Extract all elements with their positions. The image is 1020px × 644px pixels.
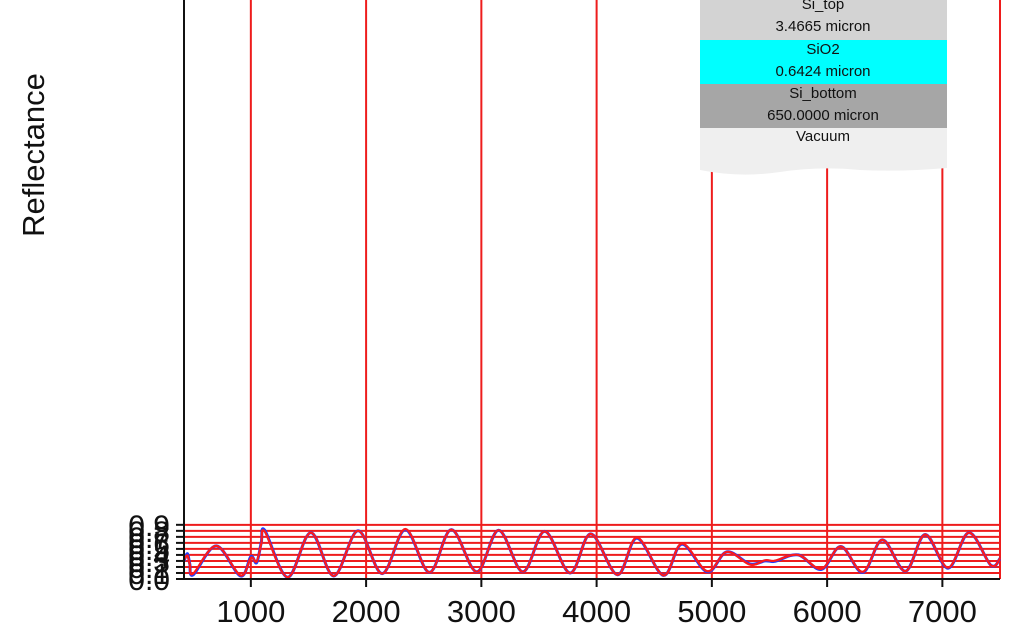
- data-point: [840, 545, 842, 548]
- y-tick-label: 0.3: [128, 546, 170, 579]
- data-point: [543, 530, 546, 533]
- y-tick-labels: 0.00.10.20.30.40.50.60.70.80.9: [128, 510, 184, 597]
- data-point: [263, 530, 266, 533]
- x-tick-label: 4000: [562, 594, 631, 629]
- data-series: [182, 527, 1002, 579]
- x-tick-label: 2000: [332, 594, 401, 629]
- y-tick-label: 0.6: [128, 528, 170, 561]
- data-point: [357, 530, 359, 532]
- layer-sio2-thickness: 0.6424 micron: [775, 63, 870, 80]
- layer-si-top-thickness: 3.4665 micron: [775, 18, 870, 35]
- data-point: [820, 567, 823, 570]
- layer-sio2: [700, 40, 947, 84]
- data-point: [475, 570, 478, 573]
- data-point: [862, 570, 864, 573]
- data-point: [192, 572, 195, 575]
- data-point: [186, 554, 189, 557]
- layer-si-bottom-name: Si_bottom: [789, 85, 857, 102]
- data-point: [286, 576, 289, 578]
- y-tick-label: 0.0: [128, 564, 170, 597]
- data-point: [250, 557, 252, 559]
- data-point: [881, 539, 884, 541]
- y-tick-label: 0.4: [128, 540, 170, 573]
- x-tick-label: 1000: [216, 594, 285, 629]
- data-point: [333, 575, 335, 577]
- y-tick-label: 0.7: [128, 522, 170, 555]
- layer-si-bottom-thickness: 650.0000 micron: [767, 107, 879, 124]
- y-axis-label: Reflectance: [16, 73, 51, 237]
- data-point: [186, 552, 189, 555]
- data-point: [215, 545, 218, 547]
- data-point: [450, 528, 453, 531]
- x-tick-labels: 1000 2000 3000 4000 5000 6000 7000: [216, 579, 977, 629]
- layer-si-top: [700, 0, 947, 40]
- data-point: [989, 564, 992, 566]
- data-point: [497, 529, 500, 532]
- layer-si-bottom: [700, 84, 947, 128]
- data-point: [569, 572, 571, 574]
- y-tick-label: 0.9: [128, 510, 170, 543]
- data-point: [590, 533, 592, 535]
- data-point: [797, 554, 800, 556]
- data-point: [239, 574, 242, 577]
- axes: [183, 0, 1000, 580]
- data-point: [749, 563, 751, 566]
- layer-vacuum: [700, 128, 947, 175]
- data-point: [309, 531, 312, 534]
- data-point: [968, 531, 970, 534]
- layer-si-top-name: Si_top: [802, 0, 845, 13]
- data-point: [904, 570, 907, 572]
- data-point: [404, 528, 407, 530]
- data-point: [616, 573, 619, 576]
- data-point: [706, 570, 709, 572]
- data-point: [662, 574, 665, 577]
- data-point: [775, 559, 778, 562]
- y-tick-label: 0.8: [128, 516, 170, 549]
- grid-lines: [184, 0, 1001, 579]
- x-tick-label: 3000: [447, 594, 516, 629]
- x-tick-label: 5000: [677, 594, 746, 629]
- data-point: [636, 536, 638, 539]
- y-tick-label: 0.1: [128, 558, 170, 591]
- layer-vacuum-name: Vacuum: [796, 128, 850, 145]
- layer-sio2-name: SiO2: [806, 41, 839, 58]
- x-tick-label: 7000: [908, 594, 977, 629]
- data-point: [924, 533, 926, 536]
- data-point: [260, 543, 263, 545]
- y-tick-label: 0.2: [128, 552, 170, 585]
- layer-stack-diagram: Si_top 3.4665 micron SiO2 0.6424 micron …: [700, 0, 947, 175]
- data-point: [947, 566, 949, 569]
- data-point: [381, 572, 384, 575]
- data-point: [726, 551, 728, 553]
- data-point: [770, 560, 773, 562]
- data-point: [681, 542, 683, 545]
- data-point: [188, 563, 191, 566]
- y-tick-label: 0.5: [128, 534, 170, 567]
- data-point: [999, 557, 1001, 560]
- data-point: [522, 570, 524, 573]
- data-point: [764, 559, 766, 562]
- data-point: [255, 560, 258, 563]
- data-point: [428, 571, 431, 574]
- x-tick-label: 6000: [793, 594, 862, 629]
